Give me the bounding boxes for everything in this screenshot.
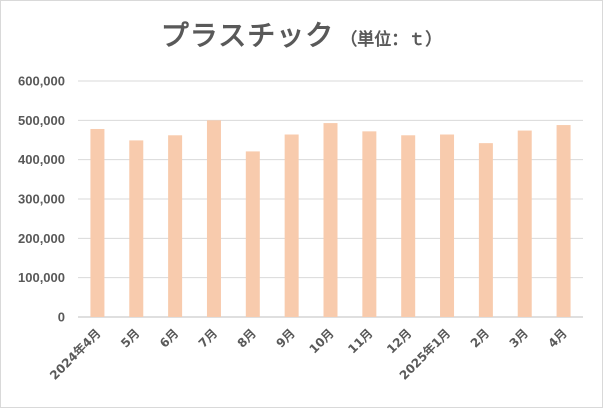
x-tick-label: 2024年4月 [46,326,103,383]
y-axis-ticks: 0 100,000 200,000 300,000 400,000 500,000 600,… [18,74,65,325]
y-tick-label: 600,000 [18,74,65,89]
x-tick-label: 9月 [273,326,297,350]
bars [90,120,571,317]
x-tick-label: 3月 [507,326,531,350]
x-tick-label: 6月 [157,326,181,350]
bar [362,131,377,317]
bar [323,123,338,317]
x-tick-label: 5月 [118,326,142,350]
bar [90,128,105,317]
y-tick-label: 500,000 [18,113,65,128]
bar [245,151,260,317]
bar [517,130,532,317]
x-tick-label: 8月 [235,326,259,350]
bar [206,120,221,317]
bar [478,143,493,317]
x-tick-label: 10月 [306,326,336,356]
y-tick-label: 0 [58,310,65,325]
x-tick-label: 11月 [345,326,375,356]
chart-subtitle-unit: （単位：ｔ） [340,30,443,50]
bar [556,125,571,317]
bar [168,135,183,317]
y-tick-label: 400,000 [18,152,65,167]
x-tick-label: 12月 [384,326,414,356]
x-tick-label: 7月 [196,326,220,350]
bar [129,140,144,317]
y-tick-label: 100,000 [18,270,65,285]
chart-title: プラスチック （単位：ｔ） [0,14,603,54]
y-tick-label: 300,000 [18,192,65,207]
x-tick-label: 2月 [468,326,492,350]
bar [284,134,299,317]
x-tick-label: 4月 [545,326,569,350]
bar [440,134,455,317]
y-tick-label: 200,000 [18,231,65,246]
bar [401,135,416,317]
chart-title-main: プラスチック [160,19,335,52]
